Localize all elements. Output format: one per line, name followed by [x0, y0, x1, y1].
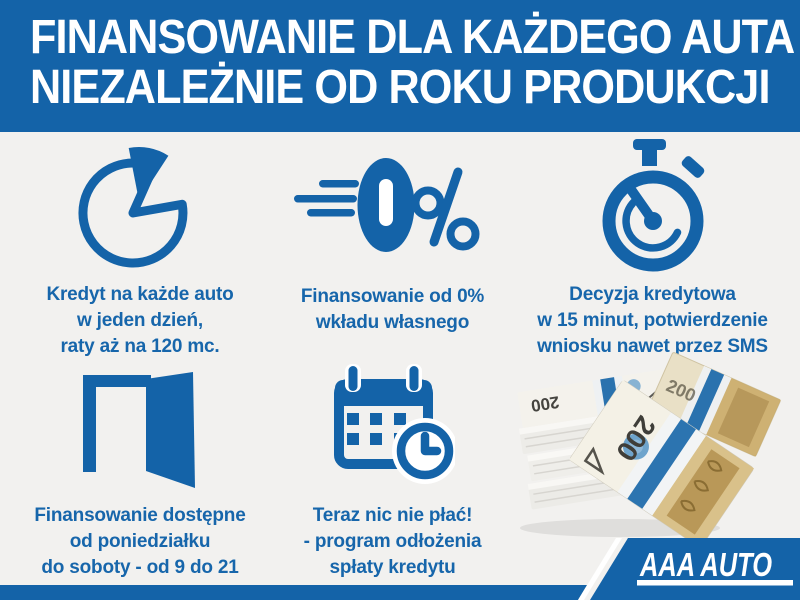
caption-line: Finansowanie od 0%	[300, 286, 485, 307]
caption-line: - program odłożenia	[303, 531, 482, 552]
feature-fast-decision: Decyzja kredytowa w 15 minut, potwierdze…	[505, 132, 800, 360]
caption-line: w jeden dzień,	[76, 310, 203, 331]
caption-line: Finansowanie dostępne	[34, 505, 246, 526]
caption-line: Kredyt na każde auto	[46, 284, 234, 305]
pie-chart-icon	[70, 132, 210, 282]
open-door-icon	[78, 360, 203, 503]
bottom-stripe	[0, 585, 578, 600]
aaa-auto-logo: AAA AUTO	[570, 530, 800, 600]
features-row-2: Finansowanie dostępne od poniedziałku do…	[0, 360, 800, 585]
feature-credit: Kredyt na każde auto w jeden dzień, raty…	[0, 132, 280, 360]
caption-line: spłaty kredytu	[329, 557, 456, 578]
feature-deferred-payment: Teraz nic nie płać! - program odłożenia …	[280, 360, 505, 585]
zero-percent-icon	[293, 132, 493, 284]
caption-line: w 15 minut, potwierdzenie	[537, 310, 768, 331]
header-title-line2: NIEZALEŻNIE OD ROKU PRODUKCJI	[30, 61, 770, 114]
stopwatch-icon	[583, 132, 723, 282]
feature-deferred-payment-caption: Teraz nic nie płać! - program odłożenia …	[304, 503, 482, 581]
money-photo: 200 200 200	[505, 350, 795, 540]
calendar-clock-icon	[330, 360, 455, 503]
header-title-line1: FINANSOWANIE DLA KAŻDEGO AUTA	[30, 11, 795, 64]
caption-line: wniosku nawet przez SMS	[537, 336, 768, 357]
feature-fast-decision-caption: Decyzja kredytowa w 15 minut, potwierdze…	[537, 282, 768, 360]
feature-opening-hours-caption: Finansowanie dostępne od poniedziałku do…	[34, 503, 245, 581]
caption-line: raty aż na 120 mc.	[60, 336, 220, 357]
feature-zero-percent: Finansowanie od 0% wkładu własnego	[280, 132, 505, 360]
banknote-value-label: 200	[530, 392, 561, 415]
caption-line: Decyzja kredytowa	[569, 284, 736, 305]
feature-opening-hours: Finansowanie dostępne od poniedziałku do…	[0, 360, 280, 585]
aaa-auto-logo-text: AAA AUTO	[639, 546, 772, 583]
features-row-1: Kredyt na każde auto w jeden dzień, raty…	[0, 132, 800, 360]
caption-line: wkładu własnego	[315, 312, 470, 333]
feature-credit-caption: Kredyt na każde auto w jeden dzień, raty…	[46, 282, 233, 360]
caption-line: od poniedziałku	[69, 531, 211, 552]
header-banner: FINANSOWANIE DLA KAŻDEGO AUTA NIEZALEŻNI…	[0, 0, 800, 132]
feature-zero-percent-caption: Finansowanie od 0% wkładu własnego	[301, 284, 484, 336]
caption-line: Teraz nic nie płać!	[312, 505, 473, 526]
caption-line: do soboty - od 9 do 21	[41, 557, 239, 578]
